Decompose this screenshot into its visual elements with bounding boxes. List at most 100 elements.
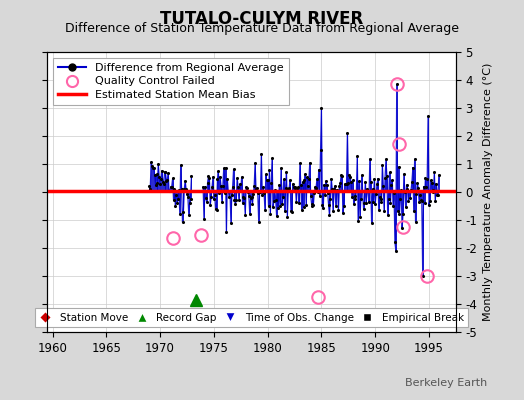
Y-axis label: Monthly Temperature Anomaly Difference (°C): Monthly Temperature Anomaly Difference (… (483, 63, 493, 321)
Point (227, 220, 235, 226)
Point (364, 188, 372, 194)
Point (301, 171, 310, 177)
Point (146, 186, 155, 192)
Point (356, 214, 364, 220)
Point (271, 196, 280, 203)
Point (177, 162, 185, 168)
Point (153, 180, 161, 186)
Point (380, 208, 388, 215)
Point (308, 200, 316, 207)
Point (236, 181, 244, 187)
Point (287, 208, 295, 214)
Point (158, 167, 166, 174)
Point (218, 199, 226, 205)
Point (147, 159, 155, 166)
Point (370, 176, 378, 182)
Point (328, 186, 336, 192)
Point (264, 203, 272, 209)
Point (323, 182, 331, 188)
Point (342, 181, 351, 187)
Point (412, 191, 421, 198)
Point (339, 210, 347, 216)
Point (347, 179, 355, 185)
Point (433, 192, 441, 198)
Point (159, 178, 167, 185)
Point (200, 216, 208, 222)
Point (363, 186, 372, 192)
Point (417, 196, 425, 203)
Point (429, 187, 438, 193)
Point (376, 194, 384, 200)
Point (251, 160, 259, 166)
Point (202, 195, 210, 201)
Point (408, 179, 416, 185)
Point (372, 190, 380, 197)
Point (241, 211, 249, 218)
Point (231, 197, 239, 203)
Point (166, 188, 174, 194)
Point (374, 176, 382, 182)
Point (307, 192, 315, 199)
Point (293, 185, 301, 192)
Point (318, 202, 326, 208)
Point (290, 185, 299, 191)
Point (187, 172, 195, 179)
Point (414, 184, 422, 191)
Point (314, 166, 323, 173)
Point (182, 186, 190, 192)
Point (212, 207, 221, 214)
Point (391, 239, 399, 245)
Point (385, 169, 394, 176)
Point (280, 176, 288, 183)
Point (391, 248, 400, 254)
Point (235, 197, 243, 203)
Point (303, 174, 311, 180)
Point (317, 105, 325, 111)
Point (267, 180, 276, 186)
Point (214, 168, 223, 174)
Point (285, 185, 293, 191)
Point (425, 202, 433, 208)
Point (289, 184, 298, 191)
Point (348, 177, 357, 184)
Point (299, 204, 308, 210)
Point (252, 186, 260, 192)
Point (215, 190, 223, 196)
Point (239, 194, 248, 200)
Point (338, 172, 346, 179)
Point (223, 176, 232, 182)
Point (405, 188, 413, 194)
Point (429, 189, 437, 196)
Point (257, 151, 266, 157)
Point (299, 179, 307, 185)
Point (272, 213, 281, 219)
Point (238, 200, 247, 206)
Point (418, 198, 426, 204)
Point (304, 182, 312, 189)
Point (361, 200, 369, 206)
Point (395, 211, 403, 217)
Point (237, 174, 246, 180)
Point (204, 173, 213, 179)
Point (207, 194, 215, 200)
Point (366, 179, 375, 186)
Point (320, 181, 329, 188)
Point (217, 183, 225, 190)
Point (169, 197, 178, 203)
Point (383, 173, 391, 179)
Point (245, 192, 253, 199)
Point (316, 147, 325, 153)
Point (284, 186, 292, 192)
Point (308, 202, 316, 209)
Point (183, 190, 191, 197)
Point (281, 185, 290, 192)
Point (156, 181, 165, 188)
Legend: Station Move, Record Gap, Time of Obs. Change, Empirical Break: Station Move, Record Gap, Time of Obs. C… (35, 308, 468, 327)
Point (145, 183, 154, 190)
Point (354, 218, 363, 224)
Point (282, 169, 291, 175)
Point (331, 183, 339, 189)
Point (261, 207, 269, 213)
Point (342, 181, 350, 187)
Point (150, 172, 159, 178)
